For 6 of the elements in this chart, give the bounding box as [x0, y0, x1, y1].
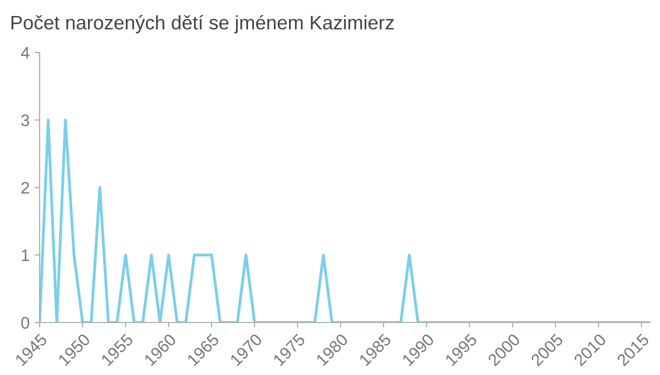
y-tick-label: 1: [22, 250, 30, 262]
y-tick-label: 3: [21, 114, 30, 126]
y-tick-label: 0: [21, 316, 30, 329]
chart-title: Počet narozených dětí se jménem Kazimierz: [11, 15, 394, 34]
y-tick-label: 4: [20, 47, 30, 59]
y-tick-label: 2: [21, 182, 30, 194]
